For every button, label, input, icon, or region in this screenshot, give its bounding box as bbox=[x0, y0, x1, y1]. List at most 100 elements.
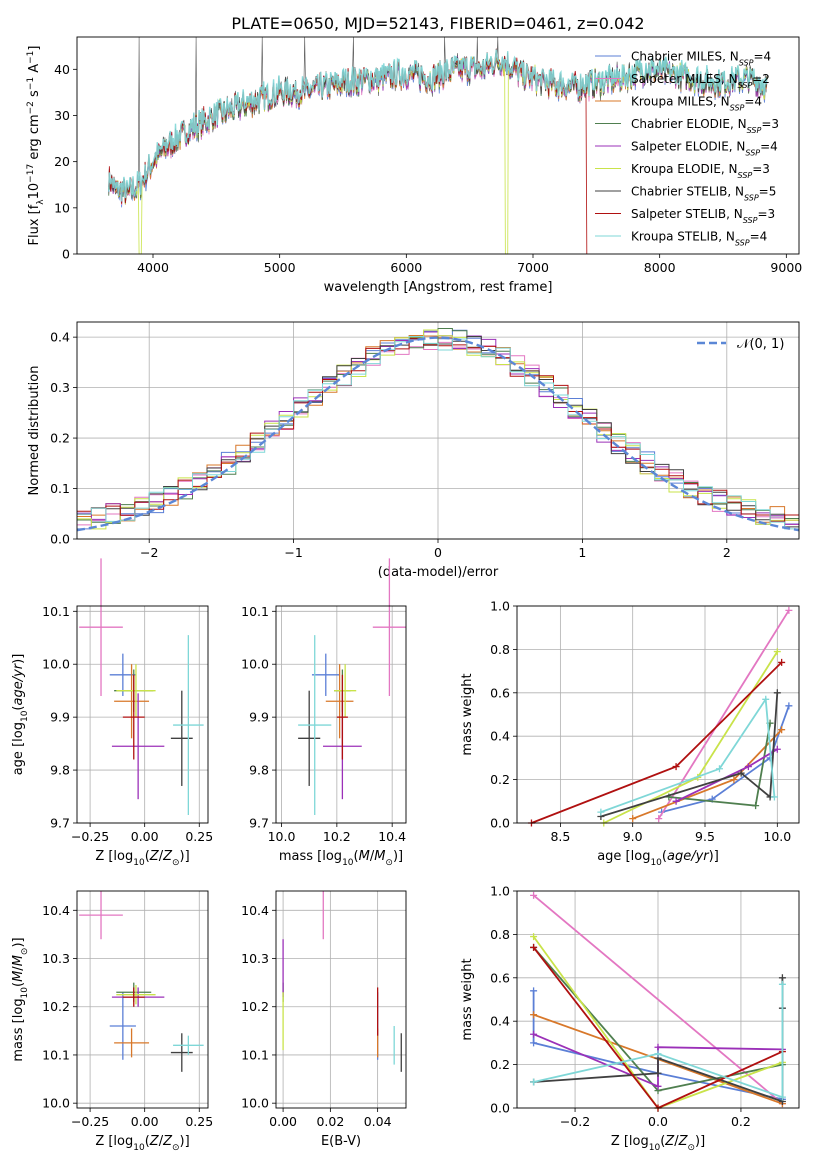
x-tick-label: 9.0 bbox=[623, 829, 643, 844]
x-tick-label: 9000 bbox=[770, 260, 802, 275]
y-tick-label: 1.0 bbox=[490, 599, 510, 614]
age-vs-Z-axes: −0.25 0.00 0.25 9.7 9.8 9.9 10.0 10.1 Z [log10(Z… bbox=[11, 558, 213, 868]
errorbar-chabrier-miles bbox=[311, 653, 340, 696]
y-axis-label: mass weight bbox=[460, 958, 475, 1040]
y-tick-label: 10.4 bbox=[241, 903, 269, 918]
errorbar-kroupa-miles bbox=[325, 664, 354, 739]
weight-salpeter-elodie-point bbox=[773, 745, 781, 753]
weight-chabrier-stelib-line bbox=[600, 692, 779, 818]
y-tick-label: 10.0 bbox=[42, 1096, 70, 1111]
y-tick-label: 10.1 bbox=[42, 604, 70, 619]
x-tick-label: 8.5 bbox=[550, 829, 570, 844]
weight-salpeter-elodie-point bbox=[654, 1082, 662, 1090]
y-tick-label: 1.0 bbox=[490, 884, 510, 899]
y-tick-label: 0.0 bbox=[490, 1101, 510, 1116]
weight-salpeter-miles-point bbox=[785, 606, 793, 614]
x-tick-label: 10.0 bbox=[268, 829, 296, 844]
errorbar-salpeter-stelib bbox=[122, 987, 145, 1007]
errorbar-kroupa-stelib bbox=[173, 1035, 204, 1055]
y-tick-label: 10 bbox=[54, 200, 70, 215]
y-tick-label: 0.8 bbox=[490, 642, 510, 657]
spectrum-kroupa-stelib-line bbox=[108, 49, 768, 202]
x-axis-label: Z [log10(Z/Z⊙)] bbox=[611, 1134, 705, 1153]
y-tick-label: 20 bbox=[54, 154, 70, 169]
y-tick-label: 0.6 bbox=[490, 685, 510, 700]
legend-kroupa-miles-label: Kroupa MILES, NSSP=4 bbox=[631, 95, 762, 113]
weight-salpeter-miles-line bbox=[533, 894, 783, 1105]
weight-kroupa-stelib-line bbox=[600, 696, 776, 813]
axes-frame bbox=[76, 890, 209, 1109]
axes-frame bbox=[275, 605, 407, 824]
weight-kroupa-elodie-point bbox=[773, 648, 781, 656]
mass-vs-ebv-axes: 0.00 0.02 0.04 10.0 10.1 10.2 10.3 10.4 E(B-V) bbox=[241, 890, 407, 1149]
y-tick-label: 0.1 bbox=[50, 481, 70, 496]
x-tick-label: −1 bbox=[284, 545, 302, 560]
legend-chabrier-miles-label: Chabrier MILES, NSSP=4 bbox=[631, 50, 771, 68]
spectrum-axes: 4000 5000 6000 7000 8000 9000 0 10 20 30 40 wavelen… bbox=[26, 36, 802, 295]
weight-chabrier-miles-point bbox=[785, 702, 793, 710]
y-tick-label: 10.2 bbox=[241, 999, 269, 1014]
weight-kroupa-miles-point bbox=[778, 726, 786, 734]
errorbar-kroupa-elodie bbox=[116, 985, 156, 1005]
age-vs-mass-axes: 10.0 10.2 10.4 9.7 9.8 9.9 10.0 10.1 mass [log10… bbox=[241, 558, 407, 868]
x-tick-label: −0.25 bbox=[71, 829, 109, 844]
x-tick-label: 10.0 bbox=[763, 829, 791, 844]
errorbar-salpeter-miles bbox=[79, 891, 123, 940]
y-tick-label: 10.2 bbox=[42, 999, 70, 1014]
y-tick-label: 0.2 bbox=[490, 772, 510, 787]
errorbar-salpeter-stelib bbox=[122, 674, 145, 760]
weight-kroupa-stelib-point bbox=[654, 1050, 662, 1058]
legend-chabrier-stelib-label: Chabrier STELIB, NSSP=5 bbox=[631, 185, 776, 203]
x-tick-label: −0.2 bbox=[560, 1114, 590, 1129]
weight-salpeter-stelib-point bbox=[530, 943, 538, 951]
y-tick-label: 10.1 bbox=[241, 1047, 269, 1062]
errorbar-kroupa-stelib bbox=[173, 635, 204, 816]
weight-salpeter-stelib-point bbox=[672, 763, 680, 771]
y-tick-label: 0.0 bbox=[50, 532, 70, 547]
x-axis-label: Z [log10(Z/Z⊙)] bbox=[95, 849, 189, 868]
y-tick-label: 10.3 bbox=[42, 951, 70, 966]
axes-frame bbox=[76, 321, 800, 540]
weight-kroupa-stelib-point bbox=[778, 1093, 786, 1101]
x-tick-label: 10.2 bbox=[323, 829, 351, 844]
errorbar-chabrier-miles bbox=[109, 992, 136, 1060]
legend-salpeter-miles-label: Salpeter MILES, NSSP=2 bbox=[631, 72, 770, 90]
weight-chabrier-miles-point bbox=[530, 1039, 538, 1047]
weight-chabrier-stelib-point bbox=[773, 689, 781, 697]
x-tick-label: 8000 bbox=[644, 260, 676, 275]
spectrum-legend: Chabrier MILES, NSSP=4 Salpeter MILES, NS… bbox=[595, 50, 779, 247]
y-tick-label: 10.0 bbox=[241, 657, 269, 672]
errorbar-kroupa-miles bbox=[114, 1028, 150, 1058]
axes-frame bbox=[76, 605, 209, 824]
y-tick-label: 0.6 bbox=[490, 970, 510, 985]
weight-salpeter-elodie-point bbox=[530, 1030, 538, 1038]
x-tick-label: 0 bbox=[434, 545, 442, 560]
x-tick-label: 1 bbox=[578, 545, 586, 560]
y-tick-label: 10.3 bbox=[241, 951, 269, 966]
errorbar-kroupa-stelib bbox=[298, 635, 332, 816]
x-tick-label: −2 bbox=[140, 545, 158, 560]
x-tick-label: 0.02 bbox=[316, 1114, 344, 1129]
weight-salpeter-stelib-point bbox=[778, 658, 786, 666]
legend-salpeter-stelib-label: Salpeter STELIB, NSSP=3 bbox=[631, 207, 775, 225]
y-axis-label: age [log10(age/yr)] bbox=[11, 654, 30, 776]
x-tick-label: 6000 bbox=[390, 260, 422, 275]
weight-kroupa-stelib-point bbox=[762, 695, 770, 703]
y-tick-label: 40 bbox=[54, 62, 70, 77]
errorbar-salpeter-miles bbox=[372, 558, 406, 696]
weight-kroupa-miles-point bbox=[530, 1011, 538, 1019]
weight-salpeter-elodie-point bbox=[672, 797, 680, 805]
weight-kroupa-stelib-point bbox=[530, 1078, 538, 1086]
x-tick-label: 0.00 bbox=[131, 1114, 159, 1129]
errorbar-chabrier-stelib bbox=[298, 690, 321, 786]
y-tick-label: 9.8 bbox=[50, 763, 70, 778]
y-axis-label: mass weight bbox=[460, 673, 475, 755]
x-tick-label: 10.4 bbox=[378, 829, 406, 844]
x-tick-label: 2 bbox=[723, 545, 731, 560]
axes-frame bbox=[516, 890, 800, 1109]
y-tick-label: 0.2 bbox=[490, 1057, 510, 1072]
histogram-kroupa-elodie-line bbox=[77, 329, 799, 530]
weight-kroupa-stelib-point bbox=[778, 980, 786, 988]
y-tick-label: 10.0 bbox=[241, 1096, 269, 1111]
x-tick-label: 5000 bbox=[264, 260, 296, 275]
